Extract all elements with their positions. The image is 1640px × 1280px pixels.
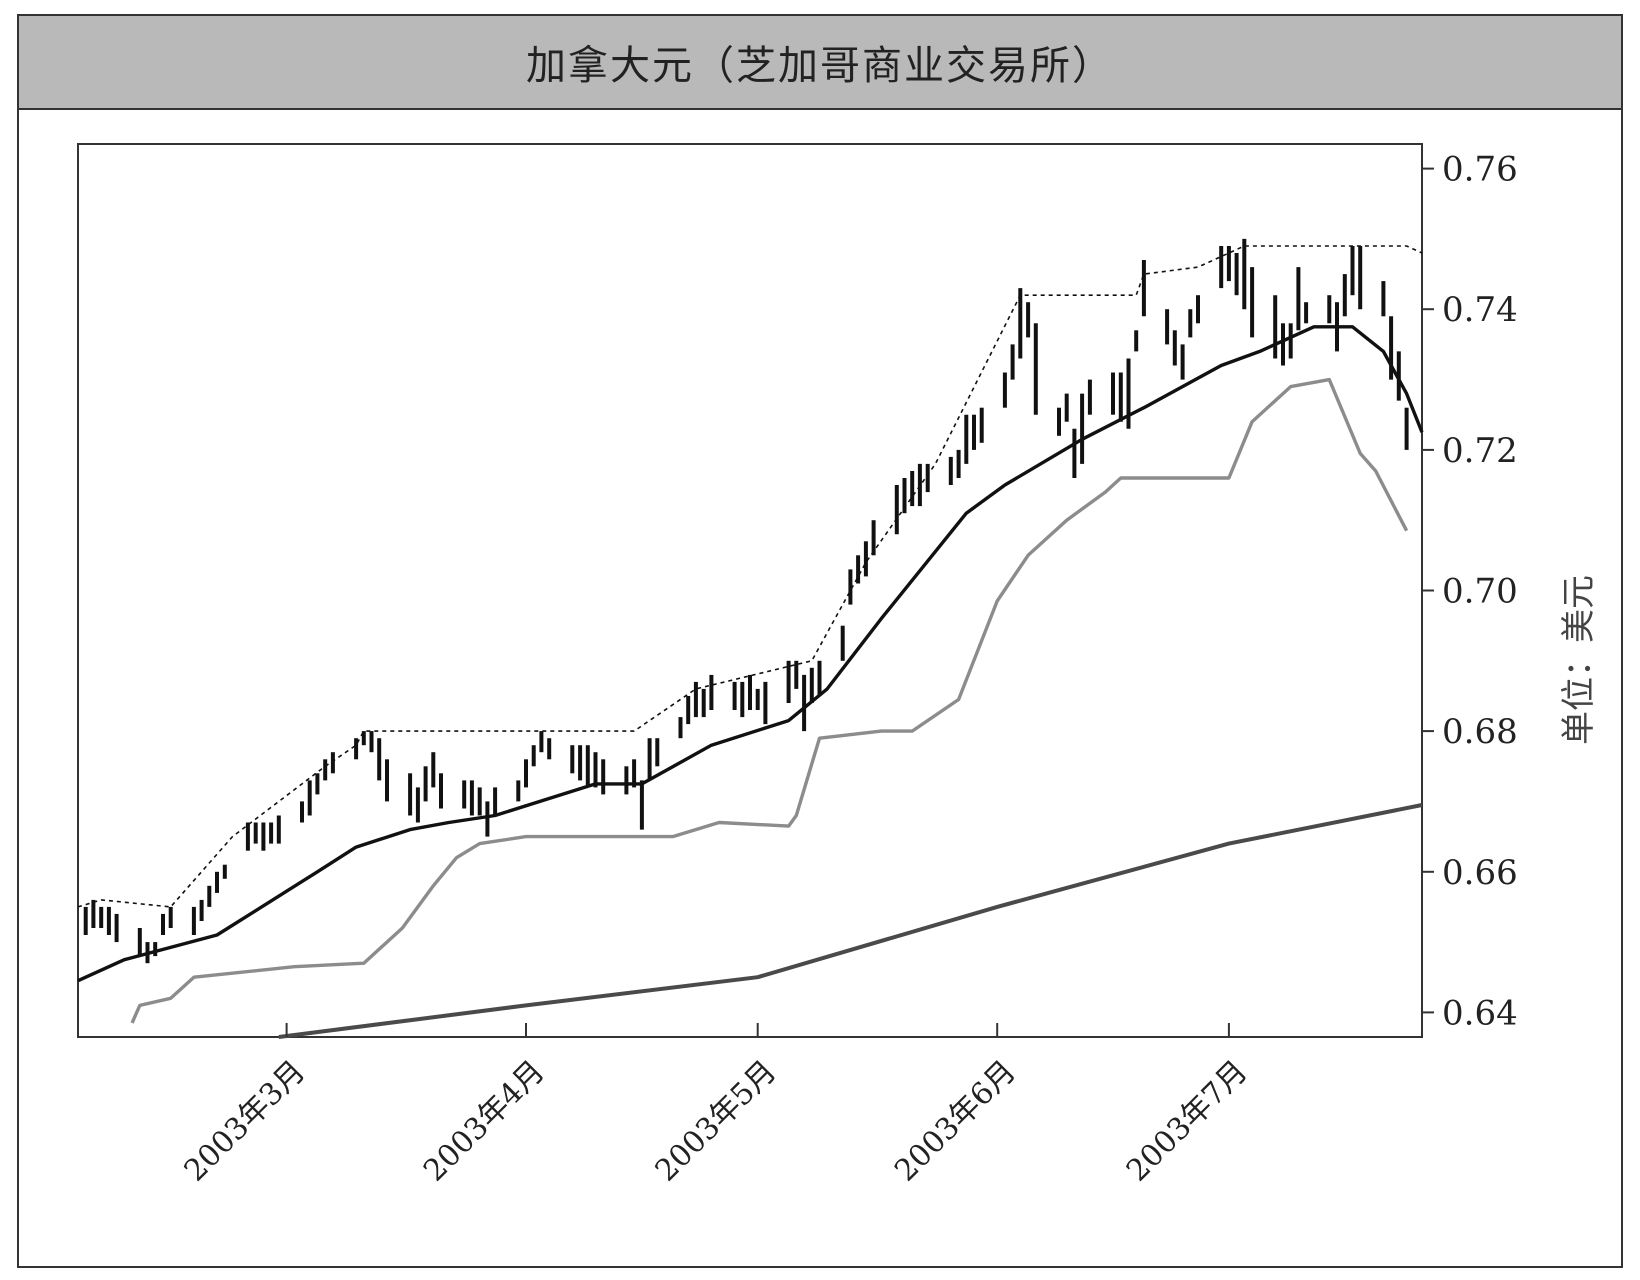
series-line-gray	[130, 377, 1409, 1024]
x-tick-label: 2003年6月	[888, 1054, 1023, 1189]
y-axis: 0.64 0.66 0.68 0.70 0.72 0.74 0.76	[1422, 150, 1518, 1033]
x-tick-label: 2003年5月	[649, 1054, 784, 1189]
x-tick-label: 2003年3月	[178, 1054, 313, 1189]
chart-title: 加拿大元（芝加哥商业交易所）	[526, 43, 1114, 89]
x-tick-label: 2003年4月	[417, 1054, 552, 1189]
y-tick-label: 0.72	[1442, 431, 1518, 471]
y-axis-label: 单位：美元	[1559, 575, 1599, 745]
y-tick-label: 0.68	[1442, 712, 1518, 752]
y-tick-label: 0.76	[1442, 150, 1518, 190]
x-axis: 2003年3月 2003年4月 2003年5月 2003年6月 2003年7月	[178, 1023, 1255, 1189]
y-tick-label: 0.64	[1442, 993, 1518, 1033]
series-layer	[77, 245, 1424, 1039]
y-tick-label: 0.74	[1442, 290, 1518, 330]
title-bar: 加拿大元（芝加哥商业交易所）	[19, 16, 1621, 110]
chart-frame: 加拿大元（芝加哥商业交易所）	[17, 14, 1623, 1268]
series-line-dotted-black	[77, 245, 1423, 908]
series-line-dark-gray	[278, 803, 1423, 1039]
y-tick-label: 0.66	[1442, 853, 1518, 893]
series-line-thick-black	[77, 325, 1424, 983]
x-tick-label: 2003年7月	[1120, 1054, 1255, 1189]
price-bars	[83, 238, 1409, 964]
y-tick-label: 0.70	[1442, 572, 1518, 612]
